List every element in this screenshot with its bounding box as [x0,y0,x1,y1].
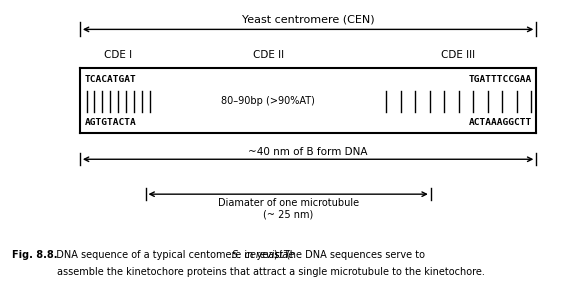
Text: Diamater of one microtubule
(~ 25 nm): Diamater of one microtubule (~ 25 nm) [218,198,359,219]
Text: DNA sequence of a typical centomere in yeast (: DNA sequence of a typical centomere in y… [50,250,290,260]
Text: ). The DNA sequences serve to: ). The DNA sequences serve to [275,250,425,260]
Text: ~40 nm of B form DNA: ~40 nm of B form DNA [249,147,368,157]
Text: ACTAAAGGCTT: ACTAAAGGCTT [469,118,532,127]
Text: CDE II: CDE II [253,50,284,60]
Text: TGATTTCCGAA: TGATTTCCGAA [469,75,532,84]
Text: Yeast centromere (CEN): Yeast centromere (CEN) [242,14,374,24]
Text: CDE III: CDE III [441,50,475,60]
Text: TCACATGAT: TCACATGAT [84,75,136,84]
Text: assemble the kinetochore proteins that attract a single microtubule to the kinet: assemble the kinetochore proteins that a… [57,267,485,277]
Text: Fig. 8.8.: Fig. 8.8. [12,250,57,260]
Text: CDE I: CDE I [104,50,133,60]
Text: AGTGTACTA: AGTGTACTA [84,118,136,127]
Text: 80–90bp (>90%AT): 80–90bp (>90%AT) [221,96,315,106]
Text: S. cerevisiae: S. cerevisiae [232,250,294,260]
